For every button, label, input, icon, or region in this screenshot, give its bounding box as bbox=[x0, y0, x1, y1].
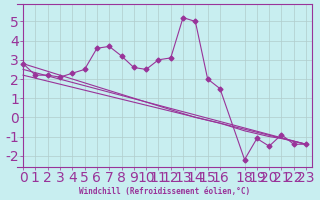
X-axis label: Windchill (Refroidissement éolien,°C): Windchill (Refroidissement éolien,°C) bbox=[79, 187, 250, 196]
